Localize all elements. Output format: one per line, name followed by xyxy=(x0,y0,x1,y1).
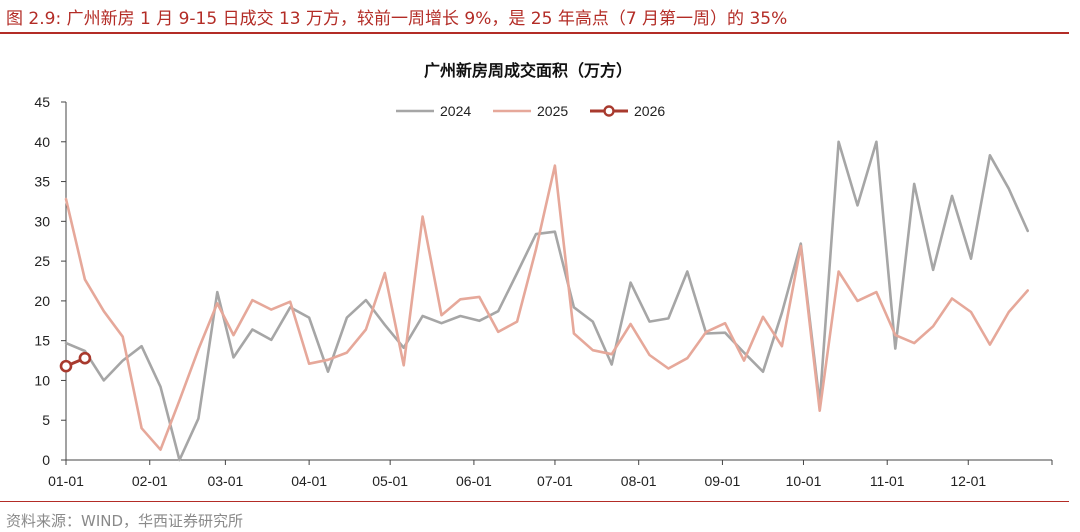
y-tick-label: 0 xyxy=(42,452,50,468)
legend-marker-2026 xyxy=(603,105,615,117)
x-tick-label: 12-01 xyxy=(950,473,986,489)
x-axis: 01-01 02-01 03-01 04-01 05-01 06-01 07-01 08-01… xyxy=(48,459,1053,489)
y-tick-label: 40 xyxy=(34,134,50,150)
y-axis: 0 5 10 15 20 25 30 35 40 45 xyxy=(34,94,67,468)
figure-caption: 图 2.9: 广州新房 1 月 9-15 日成交 13 万方，较前一周增长 9%… xyxy=(6,9,788,29)
chart-title: 广州新房周成交面积（万方） xyxy=(424,61,632,80)
x-tick-label: 11-01 xyxy=(870,473,905,489)
series-line-2025 xyxy=(64,164,1029,451)
y-tick-label: 35 xyxy=(34,174,50,190)
y-tick-label: 10 xyxy=(34,372,50,388)
series-point-2026 xyxy=(78,351,92,365)
line-chart: 广州新房周成交面积（万方） 2024 2025 2026 0510152025303… xyxy=(34,61,1053,489)
x-tick-label: 05-01 xyxy=(372,473,408,489)
x-tick-label: 08-01 xyxy=(621,473,657,489)
y-tick-label: 15 xyxy=(34,333,50,349)
y-tick-label: 5 xyxy=(42,412,50,428)
legend-label-2026: 2026 xyxy=(634,103,665,119)
x-tick-label: 04-01 xyxy=(291,473,327,489)
legend-label-2025: 2025 xyxy=(537,103,568,119)
y-tick-label: 20 xyxy=(34,293,50,309)
x-tick-label: 03-01 xyxy=(207,473,243,489)
x-tick-label: 07-01 xyxy=(537,473,573,489)
chart-legend: 2024 2025 2026 xyxy=(396,103,665,119)
caption-divider xyxy=(0,32,1069,34)
source-note: 资料来源：WIND，华西证券研究所 xyxy=(6,512,244,530)
series-group xyxy=(59,140,1029,462)
x-tick-label: 02-01 xyxy=(132,473,168,489)
series-point-2026 xyxy=(59,359,73,373)
x-tick-label: 09-01 xyxy=(705,473,741,489)
x-tick-label: 06-01 xyxy=(456,473,492,489)
y-tick-label: 45 xyxy=(34,94,50,110)
y-tick-label: 25 xyxy=(34,253,50,269)
legend-label-2024: 2024 xyxy=(440,103,471,119)
x-tick-label: 10-01 xyxy=(786,473,822,489)
series-line-2024 xyxy=(64,140,1029,462)
footer-divider xyxy=(0,501,1069,502)
y-tick-label: 30 xyxy=(34,213,50,229)
x-tick-label: 01-01 xyxy=(48,473,84,489)
